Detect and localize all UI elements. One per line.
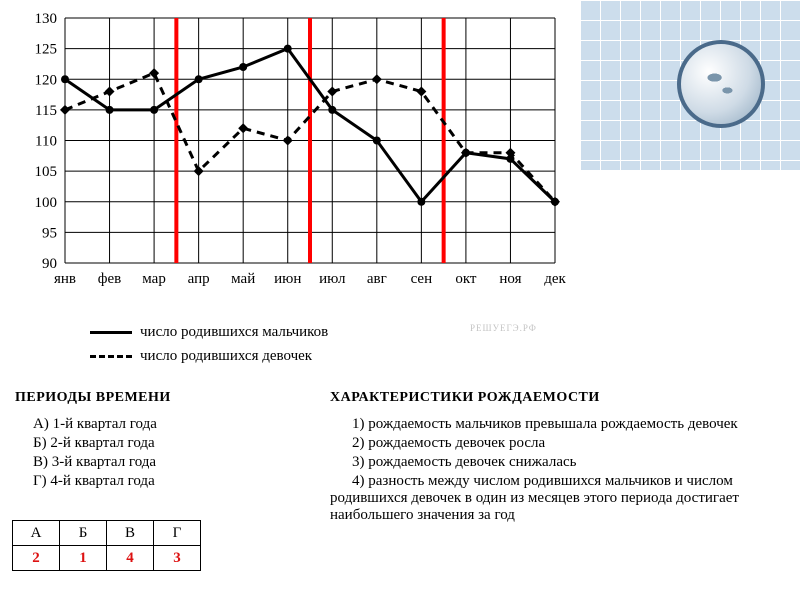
svg-text:апр: апр — [188, 271, 210, 287]
charact-item: 2) рождаемость девочек росла — [330, 435, 785, 452]
svg-text:сен: сен — [411, 271, 433, 287]
answer-header: Б — [60, 521, 107, 546]
characteristics-block: ХАРАКТЕРИСТИКИ РОЖДАЕМОСТИ 1) рождаемост… — [330, 390, 785, 526]
svg-text:июн: июн — [274, 271, 301, 287]
solid-line-icon — [90, 331, 132, 334]
period-item: Б) 2-й квартал года — [33, 435, 315, 452]
legend-girls: число родившихся девочек — [90, 344, 328, 368]
birth-chart: 90 95 100 105 110 115 120 125 130 янв фев мар апр май… — [10, 8, 570, 318]
period-item: А) 1-й квартал года — [33, 416, 315, 433]
answer-table: А Б В Г 2 1 4 3 — [12, 520, 201, 571]
period-item: Г) 4-й квартал года — [33, 473, 315, 490]
chart-svg: 90 95 100 105 110 115 120 125 130 янв фев мар апр май… — [10, 8, 570, 308]
watermark: РЕШУЕГЭ.РФ — [470, 323, 537, 333]
answer-value: 2 — [13, 546, 60, 571]
charact-title: ХАРАКТЕРИСТИКИ РОЖДАЕМОСТИ — [330, 390, 785, 406]
svg-text:120: 120 — [35, 72, 58, 88]
charact-item: 4) разность между числом родившихся маль… — [330, 473, 785, 524]
svg-text:90: 90 — [42, 256, 57, 272]
svg-text:июл: июл — [319, 271, 346, 287]
table-row: А Б В Г — [13, 521, 201, 546]
svg-text:105: 105 — [35, 164, 58, 180]
legend-boys: число родившихся мальчиков — [90, 320, 328, 344]
answer-value: 1 — [60, 546, 107, 571]
answer-header: А — [13, 521, 60, 546]
page: { "chart":{ "type":"line", "width":560,"… — [0, 0, 800, 600]
svg-text:янв: янв — [54, 271, 76, 287]
svg-text:окт: окт — [455, 271, 477, 287]
answer-header: В — [107, 521, 154, 546]
answer-value: 4 — [107, 546, 154, 571]
svg-text:125: 125 — [35, 42, 58, 58]
svg-text:май: май — [231, 271, 255, 287]
chart-legend: число родившихся мальчиков число родивши… — [90, 320, 328, 368]
answer-header: Г — [154, 521, 201, 546]
svg-text:130: 130 — [35, 11, 58, 27]
table-row: 2 1 4 3 — [13, 546, 201, 571]
svg-text:дек: дек — [544, 271, 566, 287]
globe-icon — [677, 40, 765, 128]
dash-line-icon — [90, 355, 132, 358]
svg-text:95: 95 — [42, 225, 57, 241]
charact-item: 3) рождаемость девочек снижалась — [330, 454, 785, 471]
svg-text:мар: мар — [142, 271, 166, 287]
periods-block: ПЕРИОДЫ ВРЕМЕНИ А) 1-й квартал года Б) 2… — [15, 390, 315, 492]
charact-item: 1) рождаемость мальчиков превышала рожда… — [330, 416, 785, 433]
svg-text:ноя: ноя — [499, 271, 521, 287]
svg-text:100: 100 — [35, 195, 58, 211]
svg-text:фев: фев — [98, 271, 121, 287]
periods-title: ПЕРИОДЫ ВРЕМЕНИ — [15, 390, 315, 406]
answer-value: 3 — [154, 546, 201, 571]
legend-girls-label: число родившихся девочек — [140, 344, 312, 368]
legend-boys-label: число родившихся мальчиков — [140, 320, 328, 344]
svg-text:авг: авг — [367, 271, 387, 287]
svg-text:110: 110 — [35, 134, 57, 150]
svg-text:115: 115 — [35, 103, 57, 119]
period-item: В) 3-й квартал года — [33, 454, 315, 471]
